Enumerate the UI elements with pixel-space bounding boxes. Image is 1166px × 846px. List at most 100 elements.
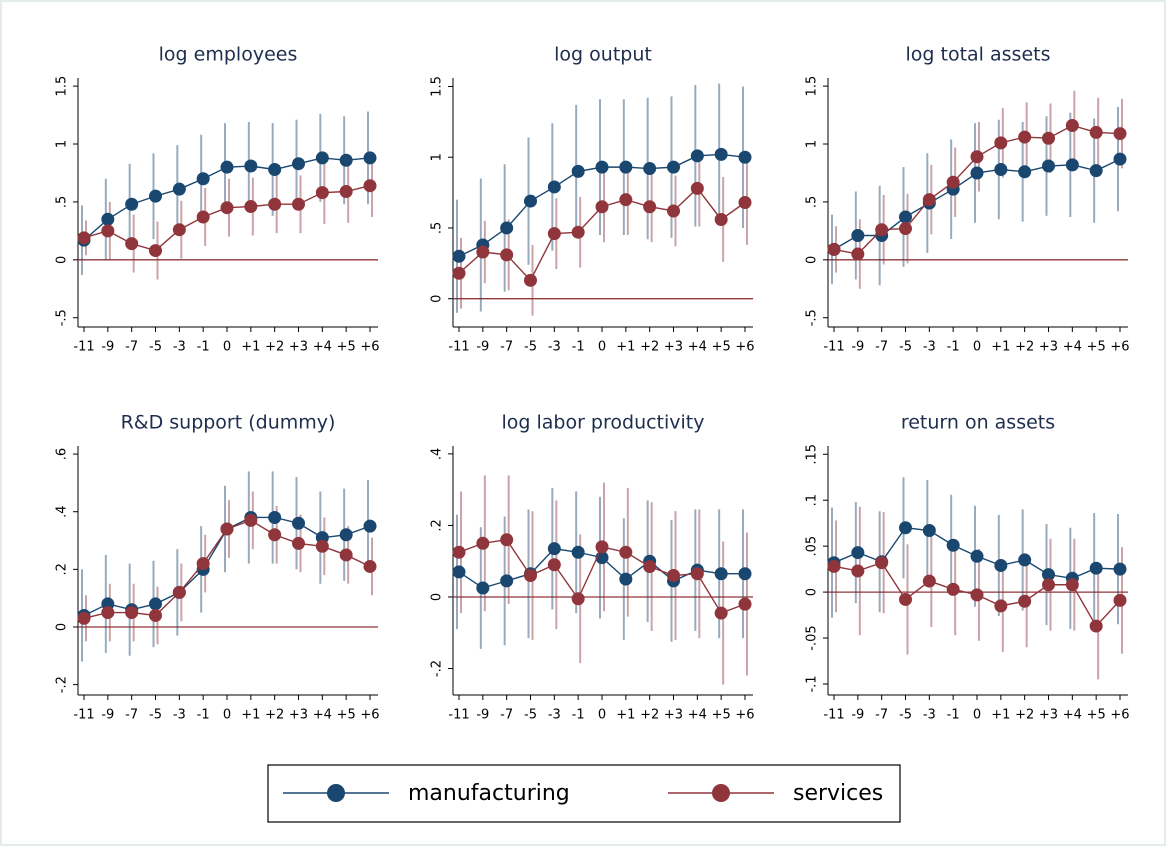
point: [899, 210, 912, 224]
point: [970, 150, 984, 164]
point: [1089, 125, 1103, 139]
y-tick-label: 0: [55, 256, 70, 264]
y-tick-label: 0: [430, 295, 445, 303]
x-tick-label: +6: [735, 340, 754, 355]
point: [315, 186, 329, 200]
x-tick-label: +2: [1015, 340, 1034, 355]
x-tick-label: -7: [875, 708, 888, 723]
point: [970, 549, 984, 563]
y-tick-label: .15: [805, 444, 820, 465]
point: [643, 162, 657, 176]
x-tick-label: -1: [572, 708, 585, 723]
x-tick-label: +3: [664, 708, 683, 723]
point: [994, 558, 1008, 572]
point: [101, 224, 115, 238]
x-tick-label: +2: [640, 708, 659, 723]
panel-title: log output: [554, 44, 652, 66]
point: [500, 533, 514, 547]
point: [851, 229, 865, 243]
point: [101, 606, 115, 620]
point: [595, 160, 609, 174]
y-tick-label: 0: [805, 256, 820, 264]
point: [363, 151, 377, 165]
point: [1018, 165, 1032, 179]
legend-marker: [327, 784, 345, 802]
x-tick-label: +3: [1039, 708, 1058, 723]
panel-title: log total assets: [906, 44, 1051, 66]
x-tick-label: -7: [500, 340, 513, 355]
x-tick-label: -11: [73, 708, 94, 723]
x-tick-label: +2: [640, 340, 659, 355]
x-tick-label: +5: [337, 340, 356, 355]
y-tick-label: .4: [55, 506, 70, 518]
x-tick-label: -7: [875, 340, 888, 355]
point: [571, 592, 585, 606]
point: [149, 608, 162, 622]
point: [172, 182, 186, 196]
point: [244, 513, 258, 527]
point: [1089, 619, 1103, 633]
point: [452, 249, 466, 263]
point: [922, 193, 936, 207]
x-tick-label: 0: [223, 340, 231, 355]
point: [292, 536, 305, 550]
y-tick-label: 1: [55, 140, 70, 148]
point: [994, 162, 1008, 176]
x-tick-label: +1: [616, 340, 635, 355]
point: [738, 150, 752, 164]
point: [125, 606, 139, 620]
x-tick-label: +5: [712, 340, 731, 355]
point: [1018, 130, 1032, 144]
point: [595, 540, 609, 554]
x-tick-label: 0: [598, 708, 606, 723]
point: [220, 201, 234, 215]
x-tick-label: +1: [241, 708, 260, 723]
panel: R&D support (dummy) -.2 0 .2 .4 .6 -11 -9 -7 -5 -3…: [55, 412, 380, 723]
point: [172, 223, 186, 237]
y-tick-label: 1.5: [805, 76, 820, 97]
x-tick-label: -3: [923, 340, 936, 355]
y-tick-label: -.2: [430, 660, 445, 677]
point: [452, 565, 466, 579]
y-tick-label: .2: [430, 519, 445, 531]
point: [547, 180, 561, 194]
point: [738, 196, 752, 209]
x-tick-label: -11: [448, 340, 469, 355]
x-tick-label: -7: [125, 340, 138, 355]
point: [524, 273, 537, 287]
point: [77, 611, 91, 625]
legend-label: services: [793, 781, 883, 806]
panel-title: log employees: [159, 44, 298, 66]
x-tick-label: +4: [1063, 340, 1082, 355]
point: [172, 585, 186, 599]
x-tick-label: 0: [973, 340, 981, 355]
y-tick-label: .1: [805, 494, 820, 506]
x-tick-label: +2: [1015, 708, 1034, 723]
x-tick-label: -11: [823, 708, 844, 723]
point: [851, 247, 865, 261]
y-tick-label: 1: [805, 140, 820, 148]
y-tick-label: .5: [805, 196, 820, 208]
point: [339, 528, 353, 542]
point: [524, 569, 537, 583]
x-tick-label: +2: [265, 708, 284, 723]
panel: log employees -.5 0 .5 1 1.5 -11 -9 -7 -5 -3 -1 0 +1 +…: [55, 44, 380, 355]
legend-marker: [712, 784, 730, 802]
point: [643, 560, 657, 574]
x-tick-label: -5: [899, 708, 912, 723]
point: [595, 200, 609, 214]
point: [827, 559, 841, 573]
x-tick-label: -3: [173, 708, 186, 723]
x-tick-label: +3: [289, 708, 308, 723]
x-tick-label: +5: [712, 708, 731, 723]
point: [970, 588, 984, 602]
point: [1089, 561, 1103, 575]
point: [827, 242, 841, 256]
point: [667, 160, 680, 174]
point: [292, 516, 305, 530]
y-tick-label: 0: [430, 593, 445, 601]
panel: return on assets-.1-.050.05.1.15-11 -9 -7-…: [805, 412, 1130, 723]
point: [1042, 131, 1055, 145]
point: [571, 164, 585, 178]
